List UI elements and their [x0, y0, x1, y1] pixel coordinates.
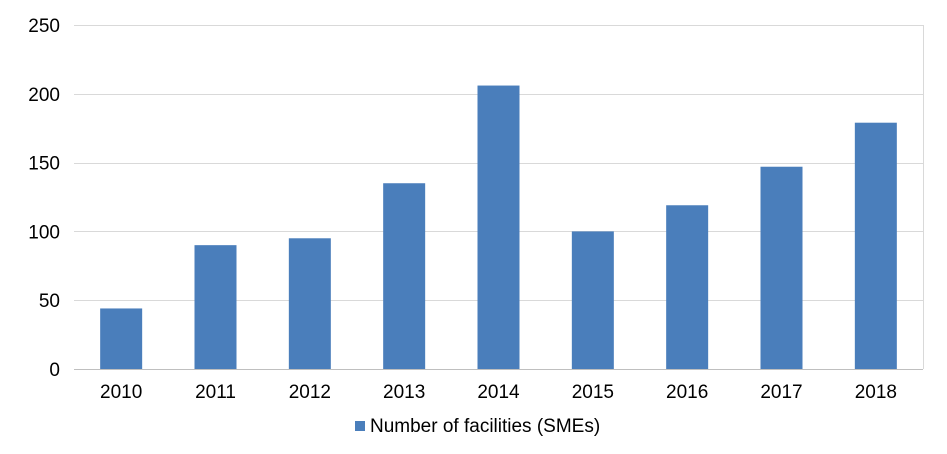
- x-tick-label-2012: 2012: [289, 382, 331, 403]
- y-axis-tick-labels: 0 50 100 150 200 250: [28, 16, 60, 381]
- bar-2012: [288, 238, 331, 369]
- y-tick-label-100: 100: [28, 222, 60, 243]
- legend-label: Number of facilities (SMEs): [370, 416, 600, 437]
- bar-2013: [383, 183, 426, 369]
- x-tick-label-2017: 2017: [760, 382, 802, 403]
- x-tick-label-2015: 2015: [572, 382, 614, 403]
- x-tick-label-2013: 2013: [383, 382, 425, 403]
- bar-2010: [100, 308, 143, 369]
- bars: [100, 85, 897, 369]
- y-tick-label-200: 200: [28, 85, 60, 106]
- x-tick-label-2018: 2018: [855, 382, 897, 403]
- y-tick-label-250: 250: [28, 16, 60, 37]
- x-tick-label-2014: 2014: [477, 382, 520, 403]
- y-tick-label-0: 0: [49, 360, 60, 381]
- bar-2016: [666, 205, 709, 369]
- legend: Number of facilities (SMEs): [355, 416, 600, 437]
- bar-2015: [571, 231, 614, 369]
- y-tick-label-150: 150: [28, 154, 60, 175]
- legend-swatch: [355, 421, 365, 431]
- bar-2017: [760, 166, 803, 369]
- x-tick-label-2010: 2010: [100, 382, 142, 403]
- y-tick-label-50: 50: [39, 291, 60, 312]
- x-axis-tick-labels: 2010 2011 2012 2013 2014 2015 2016 2017 2018: [100, 382, 897, 403]
- bar-2014: [477, 85, 520, 369]
- bar-2011: [194, 245, 237, 369]
- axes: [74, 25, 924, 370]
- x-tick-label-2011: 2011: [195, 382, 236, 403]
- x-tick-label-2016: 2016: [666, 382, 708, 403]
- bar-2018: [854, 122, 897, 369]
